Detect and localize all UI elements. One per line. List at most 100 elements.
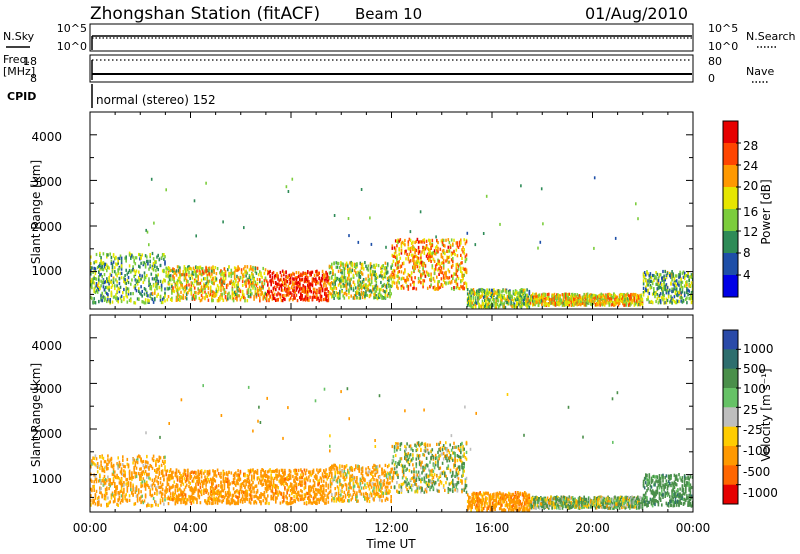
echo-cell [679,275,681,279]
echo-cell [144,460,147,464]
echo-cell [181,493,183,497]
echo-cell [598,301,600,305]
echo-cell [428,248,430,252]
echo-cell [248,285,251,289]
echo-cell [357,240,360,244]
echo-cell [189,499,191,504]
echo-cell [284,280,286,284]
echo-cell [683,277,686,281]
echo-cell [248,275,251,279]
echo-cell [269,269,271,274]
echo-cell [556,293,558,297]
echo-cell [200,278,203,282]
echo-cell [345,282,348,286]
echo-cell [448,270,451,274]
echo-cell [223,267,226,271]
echo-cell [216,290,219,294]
echo-cell [646,289,648,293]
echo-cell [398,270,400,274]
echo-cell [562,297,565,301]
echo-cell [280,288,283,292]
echo-cell [508,292,510,296]
echo-cell [275,281,277,285]
echo-cell [436,248,438,252]
echo-cell [165,473,167,477]
echo-cell [99,273,101,277]
echo-cell [199,288,202,292]
echo-cell [412,286,414,291]
echo-cell [546,296,549,300]
echo-cell [332,294,334,298]
power-cbar-tick-28: 28 [743,139,758,153]
echo-cell [191,276,194,280]
echo-cell [686,301,688,305]
echo-cell [103,460,106,464]
echo-cell [496,295,499,299]
echo-cell [276,293,278,297]
echo-cell [225,283,228,288]
echo-cell [193,496,196,500]
echo-cell [166,481,169,485]
echo-cell [331,295,333,299]
echo-cell [388,292,390,296]
echo-cell [232,280,235,284]
echo-cell [217,288,220,292]
echo-cell [600,297,603,301]
echo-cell [472,290,475,294]
echo-cell [187,265,189,269]
echo-cell [677,299,679,303]
echo-cell [384,293,387,297]
colorbar-swatch [723,165,738,188]
echo-cell [300,286,302,290]
echo-cell [131,278,133,282]
echo-cell [534,292,536,297]
echo-cell [107,280,109,284]
echo-cell [112,260,115,264]
echo-cell [476,301,478,305]
echo-cell [524,302,526,306]
echo-cell [195,291,197,295]
echo-cell [95,260,98,264]
echo-cell [396,244,398,248]
echo-cell [195,234,197,238]
echo-cell [256,288,259,292]
echo-cell [680,281,682,285]
echo-cell [140,490,142,494]
echo-cell [347,268,349,272]
echo-cell [661,296,663,300]
echo-cell [167,495,170,499]
echo-cell [472,288,475,292]
echo-cell [597,303,599,307]
echo-cell [138,279,140,283]
echo-cell [339,296,341,300]
nsky-panel: N.Sky 10^5 10^0 10^5 10^0 N.Search [3,22,796,53]
echo-cell [336,265,339,269]
echo-cell [135,280,138,284]
echo-cell [309,295,311,299]
echo-cell [141,294,143,298]
echo-cell [624,298,627,302]
echo-cell [549,297,551,301]
echo-cell [373,263,375,267]
echo-cell [391,270,394,275]
echo-cell [333,285,335,289]
echo-cell [553,292,556,296]
echo-cell [637,301,639,305]
echo-cell [182,270,185,274]
echo-cell [432,277,435,281]
echo-cell [147,262,149,266]
echo-cell [336,276,339,281]
echo-cell [188,265,190,269]
echo-cell [200,289,203,293]
echo-cell [642,286,645,290]
echo-cell [529,298,532,302]
echo-cell [208,266,211,270]
echo-cell [461,248,463,252]
echo-cell [303,297,306,301]
echo-cell [415,248,418,253]
echo-cell [489,303,492,307]
echo-cell [185,501,188,505]
echo-cell [227,268,229,272]
echo-cell [481,291,484,295]
echo-cell [375,295,378,300]
